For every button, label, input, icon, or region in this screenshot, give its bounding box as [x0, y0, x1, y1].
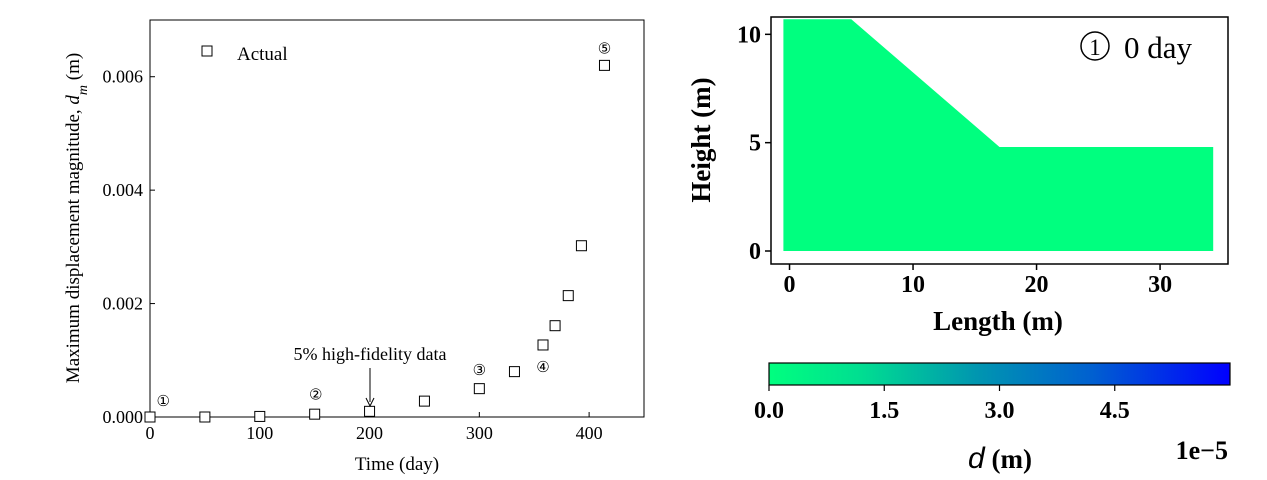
contour-y-tick-label: 5 [749, 131, 761, 157]
colorbar-offset-label: 1e−5 [1176, 436, 1228, 465]
scatter-plot-frame [149, 19, 645, 418]
contour-x-ticks: 0 10 20 30 [784, 264, 1172, 298]
stage-markers: ① ② ③ ④ ⑤ [156, 39, 611, 410]
colorbar-gradient [768, 362, 1231, 386]
data-point-actual [199, 411, 211, 423]
stage-marker-label: ③ [473, 361, 486, 379]
data-point-actual [144, 411, 156, 423]
x-tick-label: 100 [246, 423, 273, 443]
annotation-arrow-head [365, 397, 375, 408]
colorbar-tick-label: 4.5 [1100, 398, 1130, 424]
scatter-x-axis-label: Time (day) [355, 454, 439, 475]
data-point-actual [562, 290, 574, 302]
contour-y-tick-label: 10 [737, 22, 761, 48]
colorbar: 0.0 1.5 3.0 4.5 d (m) 1e−5 [754, 362, 1231, 475]
contour-y-tick-label: 0 [749, 239, 761, 265]
colorbar-tick-label: 1.5 [869, 398, 899, 424]
colorbar-tick-label: 3.0 [985, 398, 1015, 424]
data-point-actual [254, 410, 266, 422]
data-point-actual [508, 366, 520, 378]
x-tick-label: 400 [576, 423, 603, 443]
contour-x-tick-label: 20 [1025, 272, 1049, 298]
y-axis-label-text: Maximum displacement magnitude, [63, 105, 84, 384]
slope-displacement-field [783, 19, 1214, 252]
y-tick-label: 0.002 [103, 294, 144, 314]
x-tick-label: 200 [356, 423, 383, 443]
colorbar-label-symbol: d [968, 442, 986, 475]
data-point-actual [537, 339, 549, 351]
stage-marker-label: ④ [536, 358, 549, 376]
colorbar-ticks: 0.0 1.5 3.0 4.5 [754, 385, 1130, 424]
title-day-label: 0 day [1124, 30, 1193, 65]
y-tick-label: 0.000 [103, 407, 144, 427]
y-tick-label: 0.004 [103, 180, 144, 200]
contour-x-tick-label: 30 [1148, 272, 1172, 298]
contour-y-ticks: 0 5 10 [737, 22, 771, 265]
contour-panel: 0 10 20 30 0 5 10 Length (m) Height (m) 1 0 d… [686, 16, 1229, 336]
x-tick-label: 0 [146, 423, 155, 443]
stage-one-circle-icon [1080, 31, 1110, 61]
title-stage-number: 1 [1089, 35, 1101, 60]
data-point-actual [418, 395, 430, 407]
stage-marker-label: ① [156, 392, 169, 410]
contour-title: 1 0 day [1080, 30, 1193, 65]
data-point-actual [364, 405, 376, 417]
scatter-panel: 0 100 200 300 400 0.000 0.002 0.004 0.006 Time … [63, 19, 645, 475]
stage-marker-label: ⑤ [598, 39, 611, 57]
colorbar-label-unit: (m) [985, 444, 1032, 474]
data-point-actual [309, 408, 321, 420]
data-point-actual [473, 383, 485, 395]
contour-x-tick-label: 10 [901, 272, 925, 298]
y-tick-label: 0.006 [103, 67, 144, 87]
legend-label-actual: Actual [237, 44, 288, 65]
stage-marker-label: ② [309, 385, 322, 403]
scatter-points [144, 59, 610, 423]
contour-y-axis-label: Height (m) [686, 77, 716, 202]
y-axis-label-unit: (m) [63, 53, 84, 85]
legend-marker-actual [201, 45, 213, 57]
contour-x-axis-label: Length (m) [933, 306, 1063, 336]
x-tick-label: 300 [466, 423, 493, 443]
high-fidelity-annotation: 5% high-fidelity data [294, 344, 447, 364]
data-point-actual [575, 240, 587, 252]
data-point-actual [598, 59, 610, 71]
y-axis-label-subscript: m [76, 85, 91, 95]
colorbar-label: d (m) [968, 442, 1032, 475]
y-axis-label-symbol: d [63, 95, 84, 105]
scatter-y-ticks: 0.000 0.002 0.004 0.006 [103, 67, 155, 427]
scatter-x-ticks: 0 100 200 300 400 [146, 412, 603, 443]
colorbar-tick-label: 0.0 [754, 398, 784, 424]
scatter-y-axis-label: Maximum displacement magnitude, dm (m) [63, 53, 91, 383]
contour-x-tick-label: 0 [784, 272, 796, 298]
data-point-actual [549, 320, 561, 332]
